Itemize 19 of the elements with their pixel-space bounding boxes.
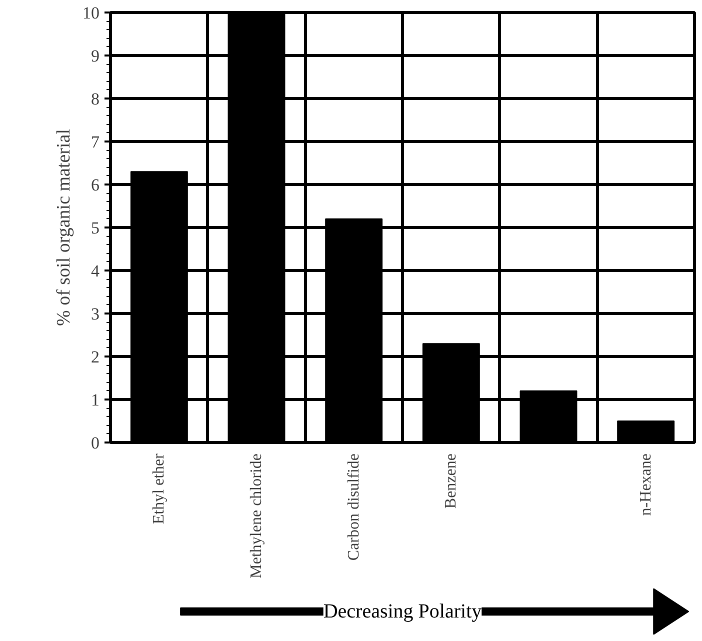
y-axis-title: % of soil organic material — [54, 129, 74, 326]
text: Decreasing Polarity — [323, 600, 482, 622]
y-tick-label: 0 — [91, 434, 100, 452]
y-tick-label: 6 — [91, 176, 100, 194]
x-tick-label: Benzene — [442, 454, 460, 509]
bar — [617, 420, 675, 442]
y-tick-label: 3 — [91, 304, 100, 324]
y-tick-label: 9 — [91, 46, 100, 66]
y-tick-label: 10 — [82, 4, 100, 22]
x-tick-label: Carbon disulfide — [345, 454, 362, 561]
x-tick-label: Ethyl ether — [150, 452, 168, 524]
x-tick-label: Methylene chloride — [248, 454, 265, 578]
y-tick-label: 5 — [91, 218, 100, 238]
y-tick-label: 1 — [91, 390, 100, 410]
y-tick-label: 7 — [91, 132, 100, 152]
y-tick-label: 4 — [91, 262, 100, 280]
y-tick-label: 8 — [91, 90, 100, 108]
x-tick-label: n-Hexane — [637, 454, 654, 516]
y-tick-label: 2 — [91, 348, 100, 366]
